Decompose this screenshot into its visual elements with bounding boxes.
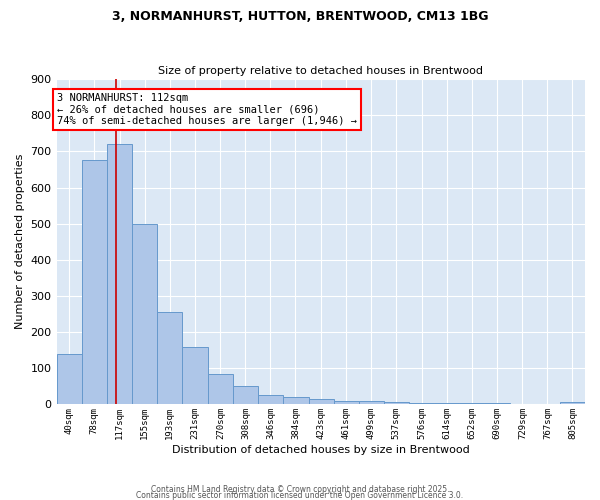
Y-axis label: Number of detached properties: Number of detached properties [15,154,25,330]
Bar [283,397,308,404]
Text: 3, NORMANHURST, HUTTON, BRENTWOOD, CM13 1BG: 3, NORMANHURST, HUTTON, BRENTWOOD, CM13 … [112,10,488,23]
Bar [56,354,82,405]
Bar [334,401,359,404]
Bar [107,144,132,405]
Bar [208,374,233,404]
Bar [132,224,157,404]
Text: Contains public sector information licensed under the Open Government Licence 3.: Contains public sector information licen… [136,490,464,500]
Bar [258,396,283,404]
Bar [157,312,182,404]
Bar [359,401,383,404]
Bar [308,399,334,404]
Text: Contains HM Land Registry data © Crown copyright and database right 2025.: Contains HM Land Registry data © Crown c… [151,484,449,494]
Bar [82,160,107,404]
Bar [383,402,409,404]
Text: 3 NORMANHURST: 112sqm
← 26% of detached houses are smaller (696)
74% of semi-det: 3 NORMANHURST: 112sqm ← 26% of detached … [57,93,357,126]
Bar [434,402,460,404]
Title: Size of property relative to detached houses in Brentwood: Size of property relative to detached ho… [158,66,483,76]
Bar [233,386,258,404]
Bar [409,402,434,404]
Bar [560,402,585,404]
X-axis label: Distribution of detached houses by size in Brentwood: Distribution of detached houses by size … [172,445,470,455]
Bar [182,348,208,405]
